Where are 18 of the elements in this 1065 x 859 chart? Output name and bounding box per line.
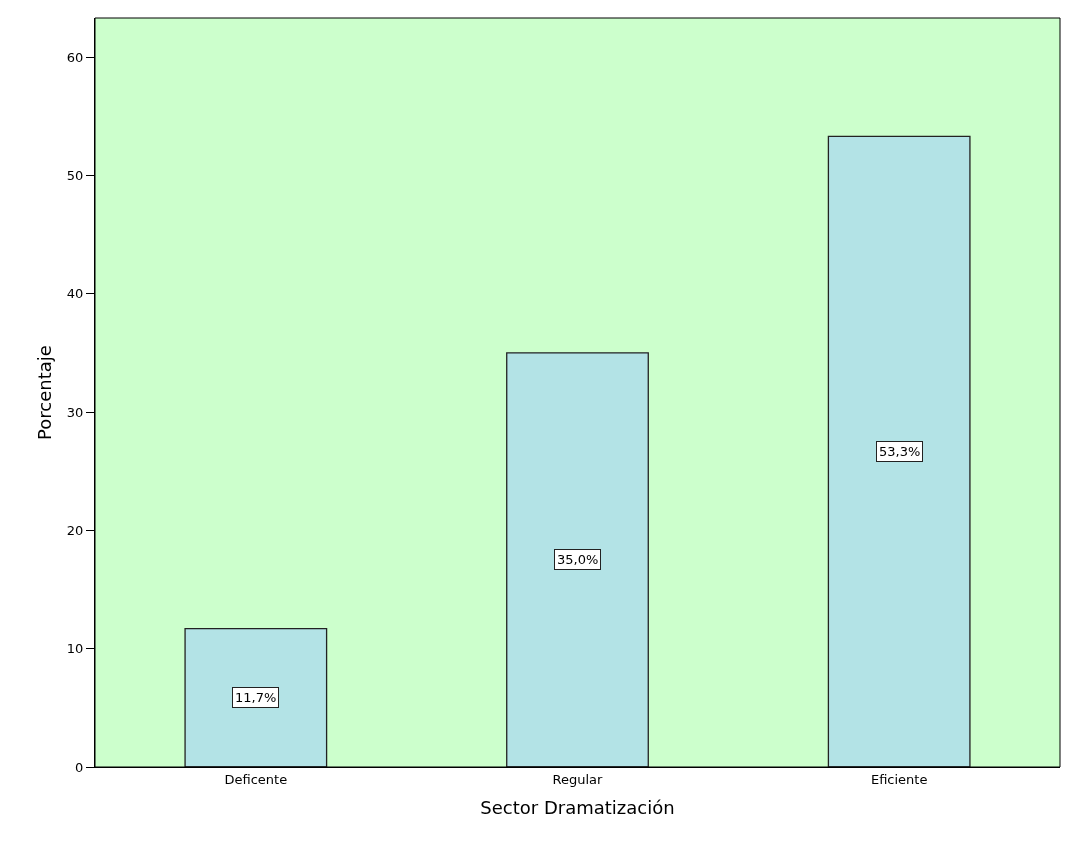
x-tick-label: Eficiente xyxy=(870,771,928,787)
x-tick-label: Regular xyxy=(552,771,604,787)
y-tick-label: 60 xyxy=(66,49,84,65)
data-label: 11,7% xyxy=(235,690,277,705)
y-tick-label: 40 xyxy=(66,286,84,302)
bar xyxy=(827,135,971,767)
bar xyxy=(506,352,649,767)
y-tick-label: 0 xyxy=(75,759,84,775)
y-tick-label: 30 xyxy=(66,404,84,420)
y-tick-label: 20 xyxy=(66,522,84,538)
x-tick-label: Deficente xyxy=(224,771,288,787)
data-label: 35,0% xyxy=(557,552,599,567)
data-label: 53,3% xyxy=(879,444,921,459)
bar xyxy=(184,627,328,767)
y-tick-label: 50 xyxy=(66,167,84,183)
y-axis-title: Porcentaje xyxy=(34,345,56,440)
x-axis-title: Sector Dramatización xyxy=(480,796,675,818)
y-tick-label: 10 xyxy=(66,641,84,657)
